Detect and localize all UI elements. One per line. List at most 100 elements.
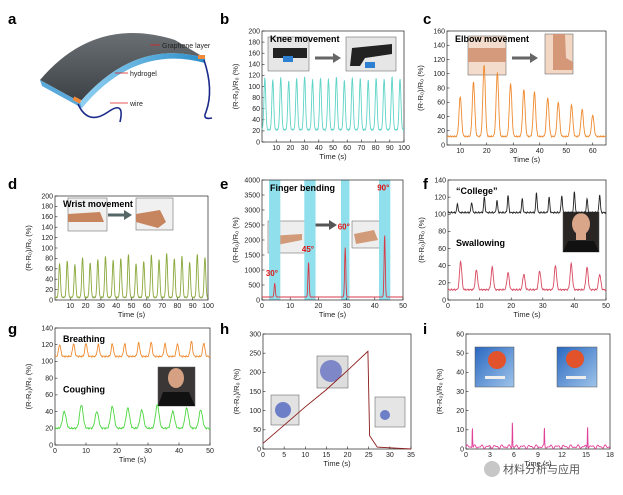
angle-annotation: 45° (302, 245, 314, 254)
series-line (447, 191, 607, 215)
chart-balloon: 0 5 10 15 20 25 30 35 0 50 100 150 200 250 300 Time (s)… (232, 331, 415, 468)
y-tick-label: 120 (41, 235, 53, 242)
x-tick-label: 15 (582, 452, 590, 459)
y-tick-label: 50 (253, 427, 261, 434)
y-tick-label: 1000 (244, 267, 260, 274)
y-tick-label: 80 (252, 95, 260, 102)
x-tick-label: 30 (386, 452, 394, 459)
y-tick-label: 40 (45, 277, 53, 284)
series-label: Coughing (63, 384, 105, 394)
y-tick-label: 120 (41, 342, 53, 349)
chart-finger-bending: 0 10 20 30 40 5005001000150020002500300035004… (231, 177, 407, 319)
x-tick-label: 20 (344, 452, 352, 459)
y-tick-label: 120 (433, 57, 445, 64)
x-tick-label: 10 (286, 303, 294, 310)
x-tick-label: 30 (144, 448, 152, 455)
y-tick-label: 500 (248, 282, 260, 289)
chart-title: Knee movement (270, 34, 340, 44)
series-line (262, 350, 412, 450)
y-tick-label: 140 (434, 177, 446, 184)
wire-left (77, 103, 122, 123)
plot-frame (262, 333, 412, 450)
label-graphene: Graphene layer (162, 43, 211, 50)
y-tick-label: 200 (249, 370, 261, 377)
series-line (261, 75, 405, 132)
x-tick-label: 90 (386, 145, 394, 152)
highlight-band (340, 180, 350, 300)
x-tick-label: 6 (512, 452, 516, 459)
y-tick-label: 100 (41, 245, 53, 252)
y-axis-label: (R-R₀)/R₀ (%) (417, 217, 426, 263)
series-line (54, 404, 211, 430)
chart-title: Elbow movement (455, 34, 529, 44)
x-tick-label: 50 (399, 303, 407, 310)
x-axis-label: Time (s) (319, 152, 347, 161)
hydrogel-layer-shape (80, 53, 205, 108)
angle-annotation: 30° (266, 269, 278, 278)
finger-photos (267, 220, 383, 254)
y-tick-label: 0 (257, 446, 261, 453)
x-tick-label: 40 (175, 448, 183, 455)
series-line (262, 235, 403, 298)
wechat-icon (484, 461, 500, 477)
y-tick-label: 80 (438, 229, 446, 236)
x-tick-label: 30 (343, 303, 351, 310)
x-axis-label: Time (s) (119, 455, 147, 464)
panel-label-c: c (423, 11, 431, 28)
x-tick-label: 0 (446, 303, 450, 310)
x-tick-label: 40 (371, 303, 379, 310)
x-axis-label: Time (s) (513, 155, 541, 164)
electrode-contact-left (72, 96, 82, 104)
y-tick-label: 1500 (244, 252, 260, 259)
x-tick-label: 0 (260, 303, 264, 310)
x-tick-label: 10 (272, 145, 280, 152)
y-tick-label: 160 (41, 214, 53, 221)
y-tick-label: 120 (434, 194, 446, 201)
y-tick-label: 300 (249, 331, 261, 338)
series-line (54, 253, 209, 300)
panel-label-g: g (8, 321, 17, 338)
y-axis-label: (R-R₀)/R₀ (%) (24, 363, 33, 409)
y-tick-label: 60 (45, 266, 53, 273)
plot-frame (447, 179, 607, 301)
y-tick-label: 30 (456, 389, 464, 396)
x-tick-label: 20 (82, 303, 90, 310)
y-tick-label: 20 (252, 128, 260, 135)
y-tick-label: 0 (256, 139, 260, 146)
x-tick-label: 30 (301, 145, 309, 152)
x-tick-label: 60 (143, 303, 151, 310)
label-wire: wire (129, 101, 143, 108)
series-line (465, 422, 611, 450)
y-tick-label: 150 (249, 389, 261, 396)
y-tick-label: 80 (437, 85, 445, 92)
y-tick-label: 80 (45, 375, 53, 382)
y-tick-label: 0 (49, 297, 53, 304)
x-axis-label: Time (s) (118, 310, 146, 319)
y-tick-label: 80 (45, 256, 53, 263)
x-tick-label: 18 (606, 452, 614, 459)
x-axis-label: Time (s) (319, 310, 347, 319)
y-tick-label: 40 (456, 370, 464, 377)
chart-elbow-movement: 10 20 30 40 50 60 0 20 40 60 80 100 120 140 160 Time (s… (416, 28, 607, 164)
series-line (447, 259, 607, 292)
y-tick-label: 20 (438, 280, 446, 287)
y-tick-label: 40 (252, 117, 260, 124)
watermark: 材料分析与应用 (484, 461, 580, 477)
sensor-schematic: wire hydrogel Graphene layer (40, 33, 213, 123)
x-tick-label: 0 (261, 452, 265, 459)
x-tick-label: 20 (113, 448, 121, 455)
panel-label-h: h (220, 321, 229, 338)
chart-wrist-movement: 10 20 30 40 50 60 70 80 90 100 0 20 40 60 80 100 120 140 1… (24, 193, 214, 319)
y-axis-label: (R-R₀)/R₀ (%) (24, 225, 33, 271)
balloon-photo-deflated (374, 396, 406, 428)
x-tick-label: 20 (287, 145, 295, 152)
chart-knee-movement: 10 20 30 40 50 60 70 80 90 100 0 20 40 60 80 100 120 140 1… (231, 28, 410, 161)
series-label: Swallowing (456, 238, 505, 248)
x-tick-label: 5 (282, 452, 286, 459)
electrode-contact-right (198, 55, 205, 59)
highlight-band (304, 180, 316, 300)
x-tick-label: 10 (82, 448, 90, 455)
x-tick-label: 30 (97, 303, 105, 310)
x-tick-label: 9 (536, 452, 540, 459)
x-tick-label: 50 (329, 145, 337, 152)
